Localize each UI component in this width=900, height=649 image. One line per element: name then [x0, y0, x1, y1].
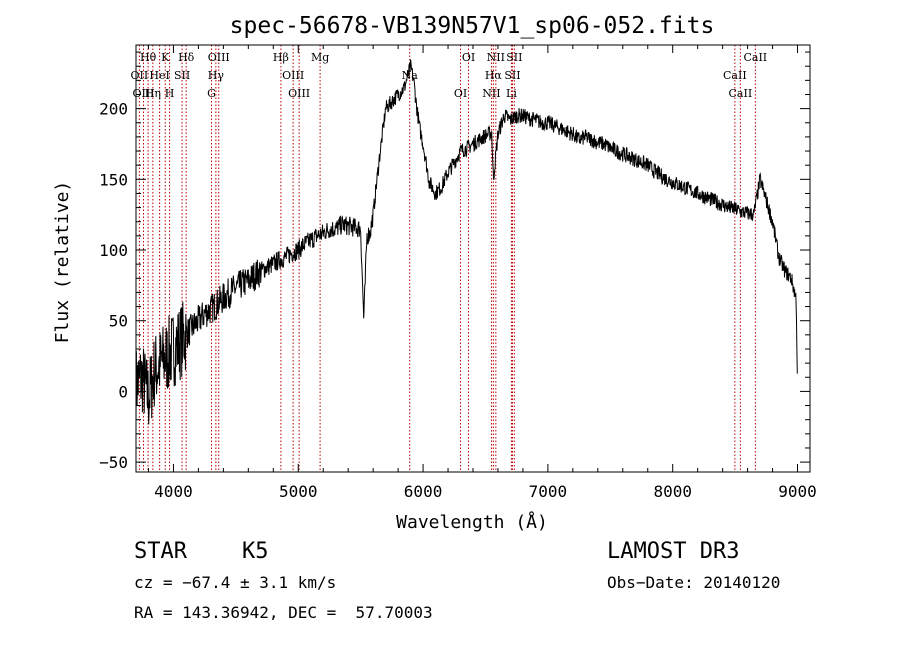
spectral-line-label: Hβ: [273, 51, 289, 64]
spectral-line-label: Hα: [485, 69, 503, 82]
redshift-readout: cz = −67.4 ± 3.1 km/s: [134, 573, 337, 592]
spectral-line-label: CaII: [723, 69, 747, 82]
axis-ticks-layer: 4000 5000 6000 7000 8000 9000 −50 0 50 100 150 200: [99, 45, 817, 501]
x-tick-label: 7000: [529, 482, 568, 501]
spectral-line-label: H: [165, 87, 175, 100]
spectral-line-label: SII: [174, 69, 190, 82]
spectral-line-label: G: [207, 87, 216, 100]
x-axis-label: Wavelength (Å): [396, 511, 548, 533]
spectral-line-label: CaII: [743, 51, 767, 64]
y-tick-label: −50: [99, 453, 128, 472]
spectral-line-label: NII: [482, 87, 500, 100]
chart-title: spec-56678-VB139N57V1_sp06-052.fits: [230, 13, 715, 39]
object-subclass: K5: [242, 539, 269, 564]
spectral-line-label: OIII: [288, 87, 310, 100]
x-tick-label: 8000: [653, 482, 692, 501]
spectral-line-label: Li: [506, 87, 517, 100]
plot-frame: [135, 44, 811, 473]
spectral-line-label: SII: [504, 69, 520, 82]
spectral-line-label: Hδ: [178, 51, 195, 64]
spectral-line-label: HeI: [149, 69, 169, 82]
y-tick-label: 0: [118, 382, 128, 401]
obs-date: Obs−Date: 20140120: [607, 573, 781, 592]
spectral-line-label: OIII: [208, 51, 230, 64]
spectral-line-label: Hθ: [140, 51, 157, 64]
y-tick-label: 100: [99, 241, 128, 260]
y-tick-label: 50: [109, 312, 128, 331]
spectral-line-label: OIII: [282, 69, 304, 82]
spectral-line-label: OI: [454, 87, 467, 100]
y-tick-label: 150: [99, 170, 128, 189]
y-tick-label: 200: [99, 100, 128, 119]
spectral-line-label: OII: [131, 69, 149, 82]
spectral-line-label: Hη: [145, 87, 161, 100]
object-class: STAR: [134, 539, 187, 564]
spectral-line-label: CaII: [729, 87, 753, 100]
survey-name: LAMOST DR3: [607, 539, 740, 564]
spectral-line-label: Hγ: [208, 69, 225, 82]
spectral-labels-layer: Hθ OII OIII K HeI Hη Hδ SII H OIII Hγ G Hβ OIII OIII Mg…: [131, 51, 768, 100]
spectral-line-label: OIII: [132, 87, 154, 100]
x-tick-label: 6000: [404, 482, 443, 501]
flux-series-line: [135, 59, 798, 425]
spectral-line-label: OI: [462, 51, 475, 64]
x-tick-label: 4000: [154, 482, 193, 501]
spectral-line-label: K: [161, 51, 170, 64]
coordinates: RA = 143.36942, DEC = 57.70003: [134, 603, 433, 622]
spectral-line-label: Mg: [311, 51, 329, 64]
spectral-lines-layer: [138, 45, 756, 472]
spectral-line-label: NII: [487, 51, 505, 64]
x-tick-label: 9000: [778, 482, 817, 501]
y-axis-label: Flux (relative): [52, 181, 73, 344]
x-tick-label: 5000: [279, 482, 318, 501]
spectral-line-label: SII: [506, 51, 522, 64]
